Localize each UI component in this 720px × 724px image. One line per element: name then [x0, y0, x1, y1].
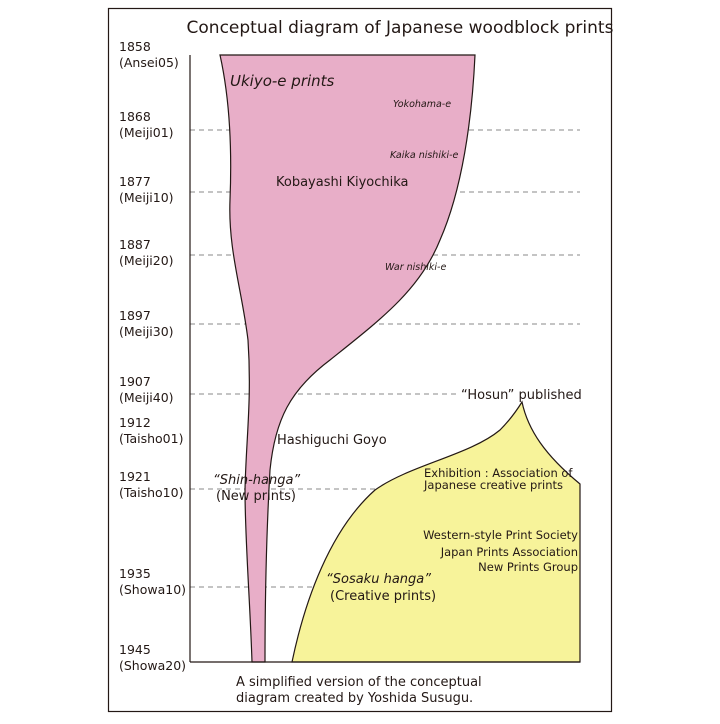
- timeline-era: (Meiji30): [119, 324, 174, 339]
- timeline-year: 1912: [119, 415, 151, 430]
- timeline-era: (Meiji01): [119, 125, 174, 140]
- timeline-era: (Meiji20): [119, 253, 174, 268]
- label: Japanese creative prints: [423, 478, 563, 492]
- label: (Creative prints): [330, 589, 436, 604]
- label: Ukiyo-e prints: [230, 72, 335, 90]
- timeline-era: (Showa20): [119, 658, 186, 673]
- label: Exhibition : Association of: [424, 466, 573, 480]
- title: Conceptual diagram of Japanese woodblock…: [187, 18, 614, 38]
- timeline-year: 1887: [119, 237, 151, 252]
- sosaku-area: [291, 400, 581, 663]
- timeline-year: 1868: [119, 109, 151, 124]
- timeline-year: 1907: [119, 374, 151, 389]
- label: Western-style Print Society: [423, 528, 578, 542]
- timeline-era: (Taisho10): [119, 485, 183, 500]
- timeline-year: 1945: [119, 642, 151, 657]
- caption: diagram created by Yoshida Susugu.: [236, 691, 473, 706]
- timeline-year: 1935: [119, 566, 151, 581]
- label: Yokohama-e: [393, 99, 451, 110]
- label: New Prints Group: [478, 560, 578, 574]
- label: “Sosaku hanga”: [326, 572, 431, 587]
- label: Kobayashi Kiyochika: [276, 175, 409, 190]
- label: “Hosun” published: [461, 388, 582, 403]
- timeline-era: (Showa10): [119, 582, 186, 597]
- timeline-year: 1877: [119, 174, 151, 189]
- label: Japan Prints Association: [440, 545, 578, 559]
- label: Kaika nishiki-e: [390, 150, 459, 161]
- timeline-era: (Ansei05): [119, 55, 179, 70]
- label: War nishiki-e: [385, 262, 446, 273]
- timeline-year: 1897: [119, 308, 151, 323]
- timeline: 1858(Ansei05) 1868(Meiji01) 1877(Meiji10) 1…: [119, 39, 186, 673]
- timeline-year: 1858: [119, 39, 151, 54]
- label: “Shin-hanga”: [213, 473, 300, 488]
- timeline-era: (Meiji40): [119, 390, 174, 405]
- label: Hashiguchi Goyo: [277, 433, 387, 448]
- caption: A simplified version of the conceptual: [236, 675, 482, 690]
- timeline-year: 1921: [119, 469, 151, 484]
- timeline-era: (Taisho01): [119, 431, 183, 446]
- label: (New prints): [216, 489, 296, 504]
- timeline-era: (Meiji10): [119, 190, 174, 205]
